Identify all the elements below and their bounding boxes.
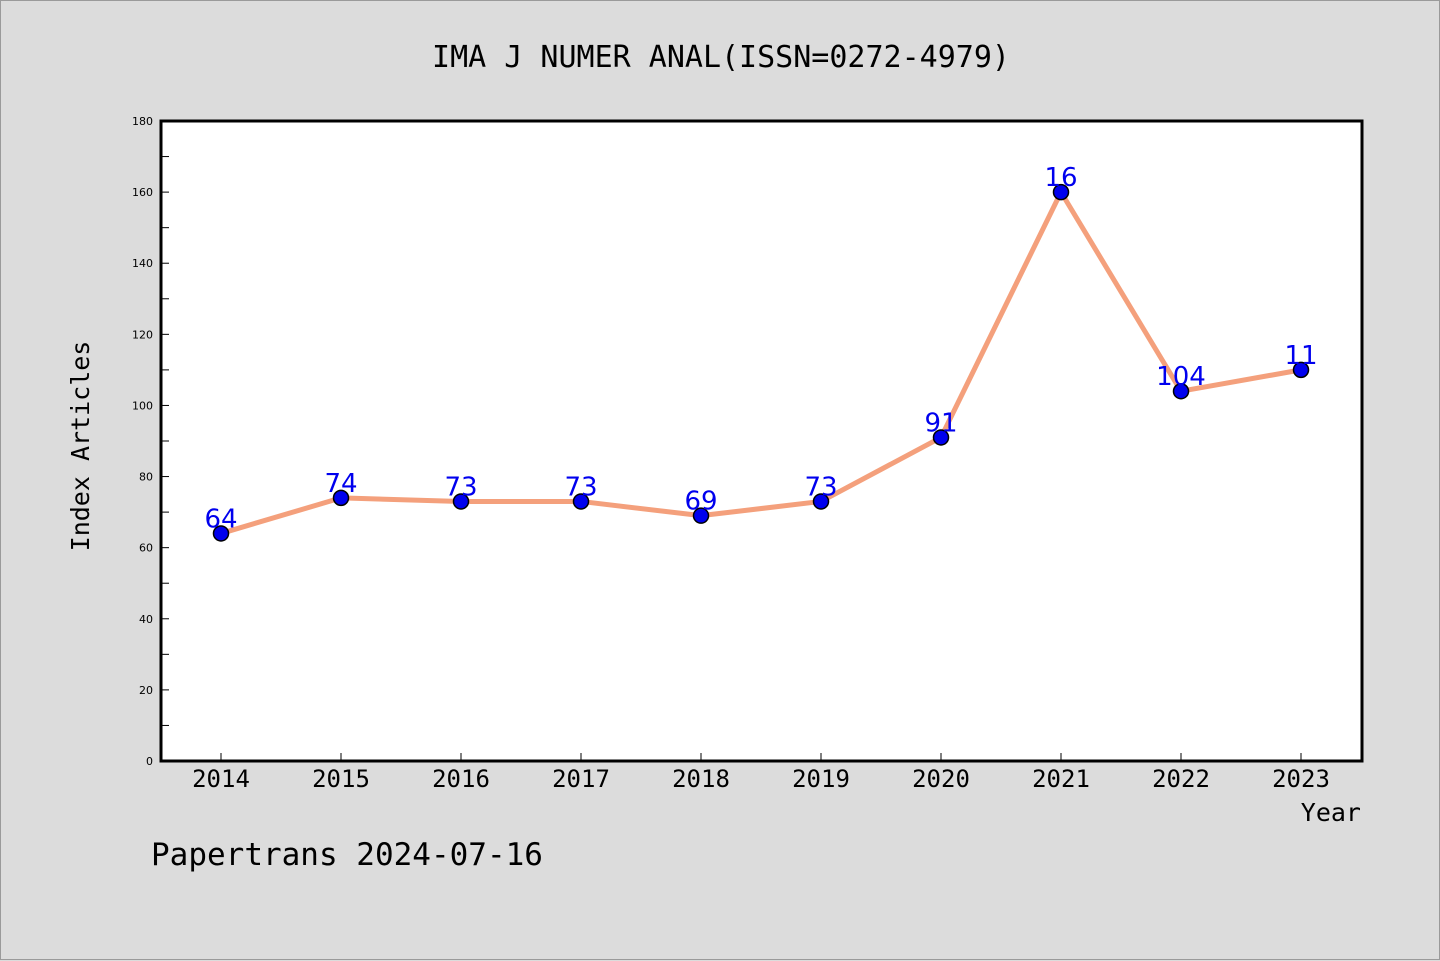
data-label: 69 xyxy=(684,487,717,517)
data-point xyxy=(1172,382,1190,400)
data-point xyxy=(1052,183,1070,201)
data-label: 73 xyxy=(564,472,597,502)
y-tick-label: 60 xyxy=(139,542,153,555)
data-label: 73 xyxy=(804,472,837,502)
x-tick-label: 2014 xyxy=(192,765,250,793)
y-tick-label: 140 xyxy=(132,257,153,270)
footer-note: Papertrans 2024-07-16 xyxy=(151,837,543,873)
data-point xyxy=(332,489,350,507)
data-point xyxy=(572,493,590,510)
y-tick-label: 100 xyxy=(132,399,153,412)
data-point xyxy=(212,525,230,542)
y-tick-label: 160 xyxy=(132,186,153,199)
plot-border xyxy=(159,119,1364,763)
data-point xyxy=(812,493,830,510)
data-label: 11 xyxy=(1284,341,1317,371)
x-tick-label: 2021 xyxy=(1032,765,1090,793)
x-tick-label: 2015 xyxy=(312,765,370,793)
plot-area xyxy=(161,121,1362,761)
data-label: 91 xyxy=(924,408,957,438)
series-line xyxy=(220,189,1302,536)
data-label: 104 xyxy=(1156,362,1206,392)
y-axis-label: Index Articles xyxy=(66,341,95,552)
x-tick-label: 2020 xyxy=(912,765,970,793)
y-tick-label: 180 xyxy=(132,115,153,128)
data-label: 74 xyxy=(324,469,357,499)
x-axis-label: Year xyxy=(1301,798,1361,827)
y-tick-label: 120 xyxy=(132,328,153,341)
data-label: 64 xyxy=(204,504,237,534)
x-tick-label: 2018 xyxy=(672,765,730,793)
y-tick-label: 0 xyxy=(146,755,153,768)
data-point xyxy=(932,429,950,446)
data-point xyxy=(1292,361,1310,379)
data-label: 16 xyxy=(1044,163,1077,193)
x-tick-label: 2023 xyxy=(1272,765,1330,793)
x-tick-label: 2019 xyxy=(792,765,850,793)
y-tick-label: 80 xyxy=(139,471,153,484)
data-label: 73 xyxy=(444,472,477,502)
x-tick-label: 2016 xyxy=(432,765,490,793)
y-tick-label: 40 xyxy=(139,613,153,626)
x-axis-ticks: 2014 2015 2016 2017 2018 2019 2020 2021 2022 2023 xyxy=(192,753,1330,793)
data-markers xyxy=(212,183,1310,542)
x-tick-label: 2022 xyxy=(1152,765,1210,793)
chart-title: IMA J NUMER ANAL(ISSN=0272-4979) xyxy=(432,40,1010,75)
data-point xyxy=(692,507,710,524)
data-point xyxy=(452,493,470,510)
x-tick-label: 2017 xyxy=(552,765,610,793)
y-tick-label: 20 xyxy=(139,684,153,697)
data-labels: 64 74 73 73 69 73 91 16 104 11 xyxy=(204,163,1317,534)
